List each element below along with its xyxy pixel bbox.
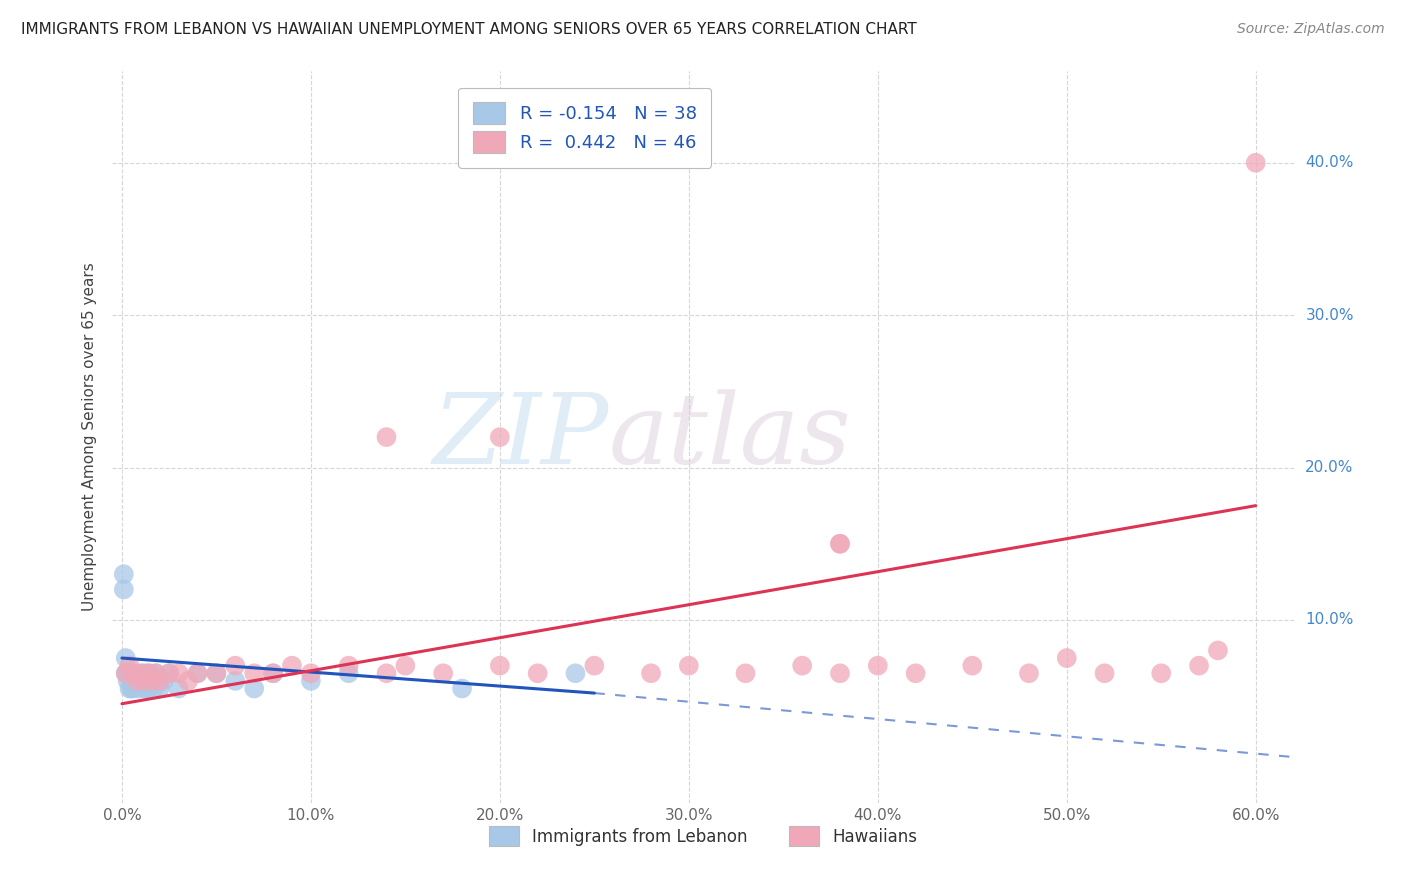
Point xyxy=(122,681,145,696)
Point xyxy=(118,658,141,673)
Point xyxy=(828,537,851,551)
Point xyxy=(132,666,155,681)
Point xyxy=(124,673,146,688)
Text: Source: ZipAtlas.com: Source: ZipAtlas.com xyxy=(1237,22,1385,37)
Point xyxy=(125,673,148,688)
Point xyxy=(128,681,150,696)
Point xyxy=(125,673,148,688)
Point xyxy=(177,673,200,688)
Text: 10.0%: 10.0% xyxy=(1305,613,1354,627)
Point xyxy=(451,681,474,696)
Point xyxy=(299,673,322,688)
Point xyxy=(262,666,284,681)
Y-axis label: Unemployment Among Seniors over 65 years: Unemployment Among Seniors over 65 years xyxy=(82,263,97,611)
Point xyxy=(1018,666,1040,681)
Point xyxy=(564,666,586,681)
Point xyxy=(145,666,167,681)
Point xyxy=(145,666,167,681)
Point xyxy=(243,681,266,696)
Point xyxy=(432,666,454,681)
Point xyxy=(134,681,156,696)
Point xyxy=(394,658,416,673)
Point xyxy=(114,666,136,681)
Point xyxy=(205,666,228,681)
Point xyxy=(1094,666,1116,681)
Point xyxy=(489,430,512,444)
Point xyxy=(1206,643,1229,657)
Point xyxy=(141,673,163,688)
Point xyxy=(122,666,145,681)
Point xyxy=(117,666,139,681)
Text: atlas: atlas xyxy=(609,390,851,484)
Point xyxy=(734,666,756,681)
Point xyxy=(678,658,700,673)
Point xyxy=(167,666,190,681)
Point xyxy=(224,658,246,673)
Point xyxy=(124,666,146,681)
Point xyxy=(262,666,284,681)
Point xyxy=(281,658,304,673)
Point xyxy=(152,673,174,688)
Point xyxy=(141,673,163,688)
Point xyxy=(640,666,662,681)
Point xyxy=(375,430,398,444)
Point xyxy=(583,658,606,673)
Text: IMMIGRANTS FROM LEBANON VS HAWAIIAN UNEMPLOYMENT AMONG SENIORS OVER 65 YEARS COR: IMMIGRANTS FROM LEBANON VS HAWAIIAN UNEM… xyxy=(21,22,917,37)
Point xyxy=(375,666,398,681)
Point xyxy=(904,666,927,681)
Point xyxy=(139,666,162,681)
Point xyxy=(134,673,156,688)
Point xyxy=(866,658,889,673)
Point xyxy=(138,681,160,696)
Point xyxy=(112,582,135,597)
Point xyxy=(143,681,166,696)
Point xyxy=(1056,651,1078,665)
Point xyxy=(138,666,160,681)
Point xyxy=(118,666,141,681)
Point xyxy=(792,658,814,673)
Point xyxy=(243,666,266,681)
Point xyxy=(157,666,180,681)
Point xyxy=(337,658,360,673)
Point xyxy=(114,666,136,681)
Point xyxy=(129,666,152,681)
Point xyxy=(299,666,322,681)
Point xyxy=(135,666,157,681)
Text: 20.0%: 20.0% xyxy=(1305,460,1354,475)
Point xyxy=(114,651,136,665)
Point xyxy=(167,681,190,696)
Point xyxy=(186,666,208,681)
Point xyxy=(186,666,208,681)
Text: ZIP: ZIP xyxy=(432,390,609,484)
Point xyxy=(120,681,142,696)
Point xyxy=(129,673,152,688)
Text: 30.0%: 30.0% xyxy=(1305,308,1354,323)
Point xyxy=(489,658,512,673)
Text: 40.0%: 40.0% xyxy=(1305,155,1354,170)
Point xyxy=(157,666,180,681)
Point xyxy=(224,673,246,688)
Point xyxy=(1150,666,1173,681)
Point xyxy=(337,666,360,681)
Point xyxy=(205,666,228,681)
Point xyxy=(962,658,984,673)
Point xyxy=(526,666,548,681)
Point xyxy=(1244,156,1267,170)
Point xyxy=(149,673,172,688)
Point xyxy=(122,666,145,681)
Point xyxy=(118,681,141,696)
Point xyxy=(117,673,139,688)
Point xyxy=(1188,658,1211,673)
Point xyxy=(120,666,142,681)
Point xyxy=(149,681,172,696)
Legend: Immigrants from Lebanon, Hawaiians: Immigrants from Lebanon, Hawaiians xyxy=(482,820,924,853)
Point xyxy=(828,666,851,681)
Point xyxy=(112,567,135,582)
Point xyxy=(828,537,851,551)
